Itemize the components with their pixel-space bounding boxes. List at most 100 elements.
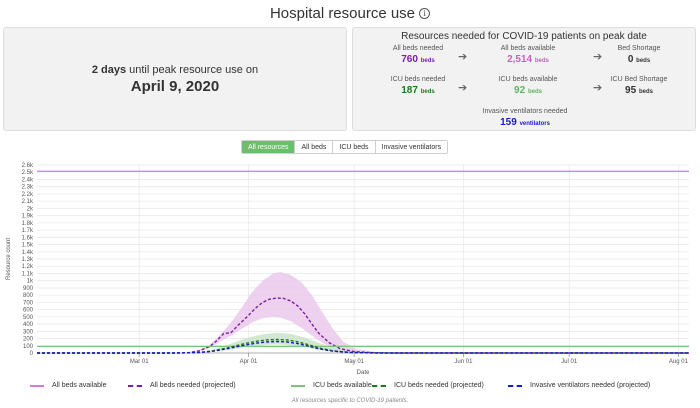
legend-item[interactable]: ICU beds available: [291, 382, 372, 389]
x-tick-label: Jun 01: [454, 359, 473, 365]
y-tick-label: 2k: [27, 206, 34, 212]
all-beds-needed-value: 760 beds: [363, 54, 473, 65]
legend-label: All beds needed (projected): [150, 382, 236, 389]
all-beds-needed-label: All beds needed: [392, 45, 444, 52]
page-title-text: Hospital resource use: [269, 5, 416, 22]
all-beds-needed-number: 760: [401, 54, 418, 65]
icu-beds-available-unit: beds: [527, 89, 542, 95]
legend-label: ICU beds available: [313, 382, 372, 389]
y-tick-label: 1.8k: [22, 221, 34, 227]
toggle-icu-beds[interactable]: ICU beds: [332, 141, 375, 153]
y-tick-label: 1.9k: [22, 214, 34, 220]
all-beds-available-label: All beds available: [500, 45, 556, 52]
y-tick-label: 2.2k: [22, 192, 34, 198]
icu-beds-needed-label: ICU beds needed: [390, 76, 446, 83]
legend-label: All beds available: [52, 382, 107, 389]
y-tick-label: 2.3k: [22, 185, 34, 191]
peak-days: 2 days: [91, 64, 127, 76]
icu-beds-needed-unit: beds: [420, 89, 435, 95]
bed-shortage-label: Bed Shortage: [617, 45, 661, 52]
legend-swatch: [291, 384, 305, 387]
y-axis-title: Resource count: [6, 238, 12, 280]
y-tick-label: 1.6k: [22, 235, 34, 241]
all-beds-needed-unit: beds: [420, 58, 435, 64]
info-icon[interactable]: i: [419, 8, 431, 19]
ventilators-value: 159 ventilators: [470, 117, 580, 128]
icu-beds-available-stat: ICU beds available 92 beds: [473, 76, 583, 96]
legend-swatch: [508, 384, 522, 387]
y-tick-label: 2.6k: [22, 163, 34, 169]
series-band-icu-beds-needed-projected-: [177, 332, 386, 353]
y-tick-label: 1.5k: [22, 243, 34, 249]
legend-item[interactable]: All beds needed (projected): [128, 382, 236, 389]
bed-shortage-unit: beds: [636, 58, 651, 64]
icu-beds-needed-number: 187: [401, 85, 418, 96]
arrow-right-icon: ➔: [593, 51, 603, 63]
bed-shortage-stat: Bed Shortage 0 beds: [584, 45, 694, 65]
y-tick-label: 1.2k: [22, 264, 34, 270]
legend-swatch: [128, 384, 142, 387]
x-tick-label: Apr 01: [240, 359, 258, 365]
y-tick-label: 100: [23, 344, 34, 350]
y-tick-label: 1.4k: [22, 250, 34, 256]
icu-beds-available-value: 92 beds: [473, 85, 583, 96]
y-tick-label: 700: [23, 300, 34, 306]
x-tick-label: May 01: [344, 359, 364, 365]
y-tick-label: 1.3k: [22, 257, 34, 263]
resource-use-chart: 01002003004005006007008009001k1.1k1.2k1.…: [6, 163, 689, 376]
y-tick-label: 2.5k: [22, 170, 34, 176]
legend-swatch: [30, 384, 44, 387]
icu-beds-available-label: ICU beds available: [498, 76, 558, 83]
x-tick-label: Mar 01: [130, 359, 149, 365]
icu-bed-shortage-value: 95 beds: [584, 85, 694, 96]
y-tick-label: 800: [23, 293, 34, 299]
legend-item[interactable]: Invasive ventilators needed (projected): [508, 382, 650, 389]
resources-card: Resources needed for COVID-19 patients o…: [352, 27, 696, 131]
resource-toggle-group: All resources All beds ICU beds Invasive ve…: [241, 140, 449, 154]
all-beds-available-value: 2,514 beds: [473, 54, 583, 65]
bed-shortage-value: 0 beds: [584, 54, 694, 65]
legend-label: ICU beds needed (projected): [394, 382, 484, 389]
legend-item[interactable]: ICU beds needed (projected): [372, 382, 484, 389]
series-band-all-beds-needed-projected-: [170, 272, 404, 353]
peak-card: 2 days until peak resource use on April …: [3, 27, 347, 131]
page-title: Hospital resource use i: [0, 5, 700, 22]
toggle-all-beds[interactable]: All beds: [294, 141, 333, 153]
y-tick-label: 1.1k: [22, 271, 34, 277]
peak-until-text: until peak resource use on: [129, 64, 259, 76]
chart-footnote: All resources specific to COVID-19 patie…: [291, 398, 409, 404]
legend-item[interactable]: All beds available: [30, 382, 106, 389]
x-tick-label: Jul 01: [561, 359, 578, 365]
ventilators-unit: ventilators: [519, 121, 550, 127]
y-tick-label: 1.7k: [22, 228, 34, 234]
icu-beds-needed-value: 187 beds: [363, 85, 473, 96]
icu-bed-shortage-label: ICU Bed Shortage: [610, 76, 668, 83]
arrow-right-icon: ➔: [458, 82, 468, 94]
peak-countdown: 2 days until peak resource use on: [4, 64, 346, 76]
all-beds-available-stat: All beds available 2,514 beds: [473, 45, 583, 65]
icu-beds-available-number: 92: [514, 85, 526, 96]
icu-bed-shortage-unit: beds: [638, 89, 653, 95]
y-tick-label: 2.1k: [22, 199, 34, 205]
y-tick-label: 500: [23, 315, 34, 321]
x-axis-title: Date: [357, 370, 370, 376]
ventilators-label: Invasive ventilators needed: [482, 108, 568, 115]
y-tick-label: 1k: [27, 279, 34, 285]
legend-label: Invasive ventilators needed (projected): [530, 382, 651, 389]
icu-bed-shortage-stat: ICU Bed Shortage 95 beds: [584, 76, 694, 96]
series-line-invasive-ventilators-needed-projected-: [37, 340, 689, 354]
series-line-all-beds-needed-projected-: [37, 297, 689, 354]
toggle-invasive-ventilators[interactable]: Invasive ventilators: [374, 141, 448, 153]
y-tick-label: 400: [23, 322, 34, 328]
toggle-all-resources[interactable]: All resources: [242, 141, 295, 153]
y-tick-label: 2.4k: [22, 177, 34, 183]
y-tick-label: 0: [30, 351, 34, 357]
all-beds-available-unit: beds: [534, 58, 549, 64]
all-beds-available-number: 2,514: [507, 54, 533, 65]
ventilators-stat: Invasive ventilators needed 159 ventilat…: [470, 108, 580, 128]
ventilators-number: 159: [500, 117, 517, 128]
arrow-right-icon: ➔: [458, 51, 468, 63]
y-tick-label: 900: [23, 286, 34, 292]
y-tick-label: 600: [23, 308, 34, 314]
peak-date: April 9, 2020: [130, 78, 220, 95]
